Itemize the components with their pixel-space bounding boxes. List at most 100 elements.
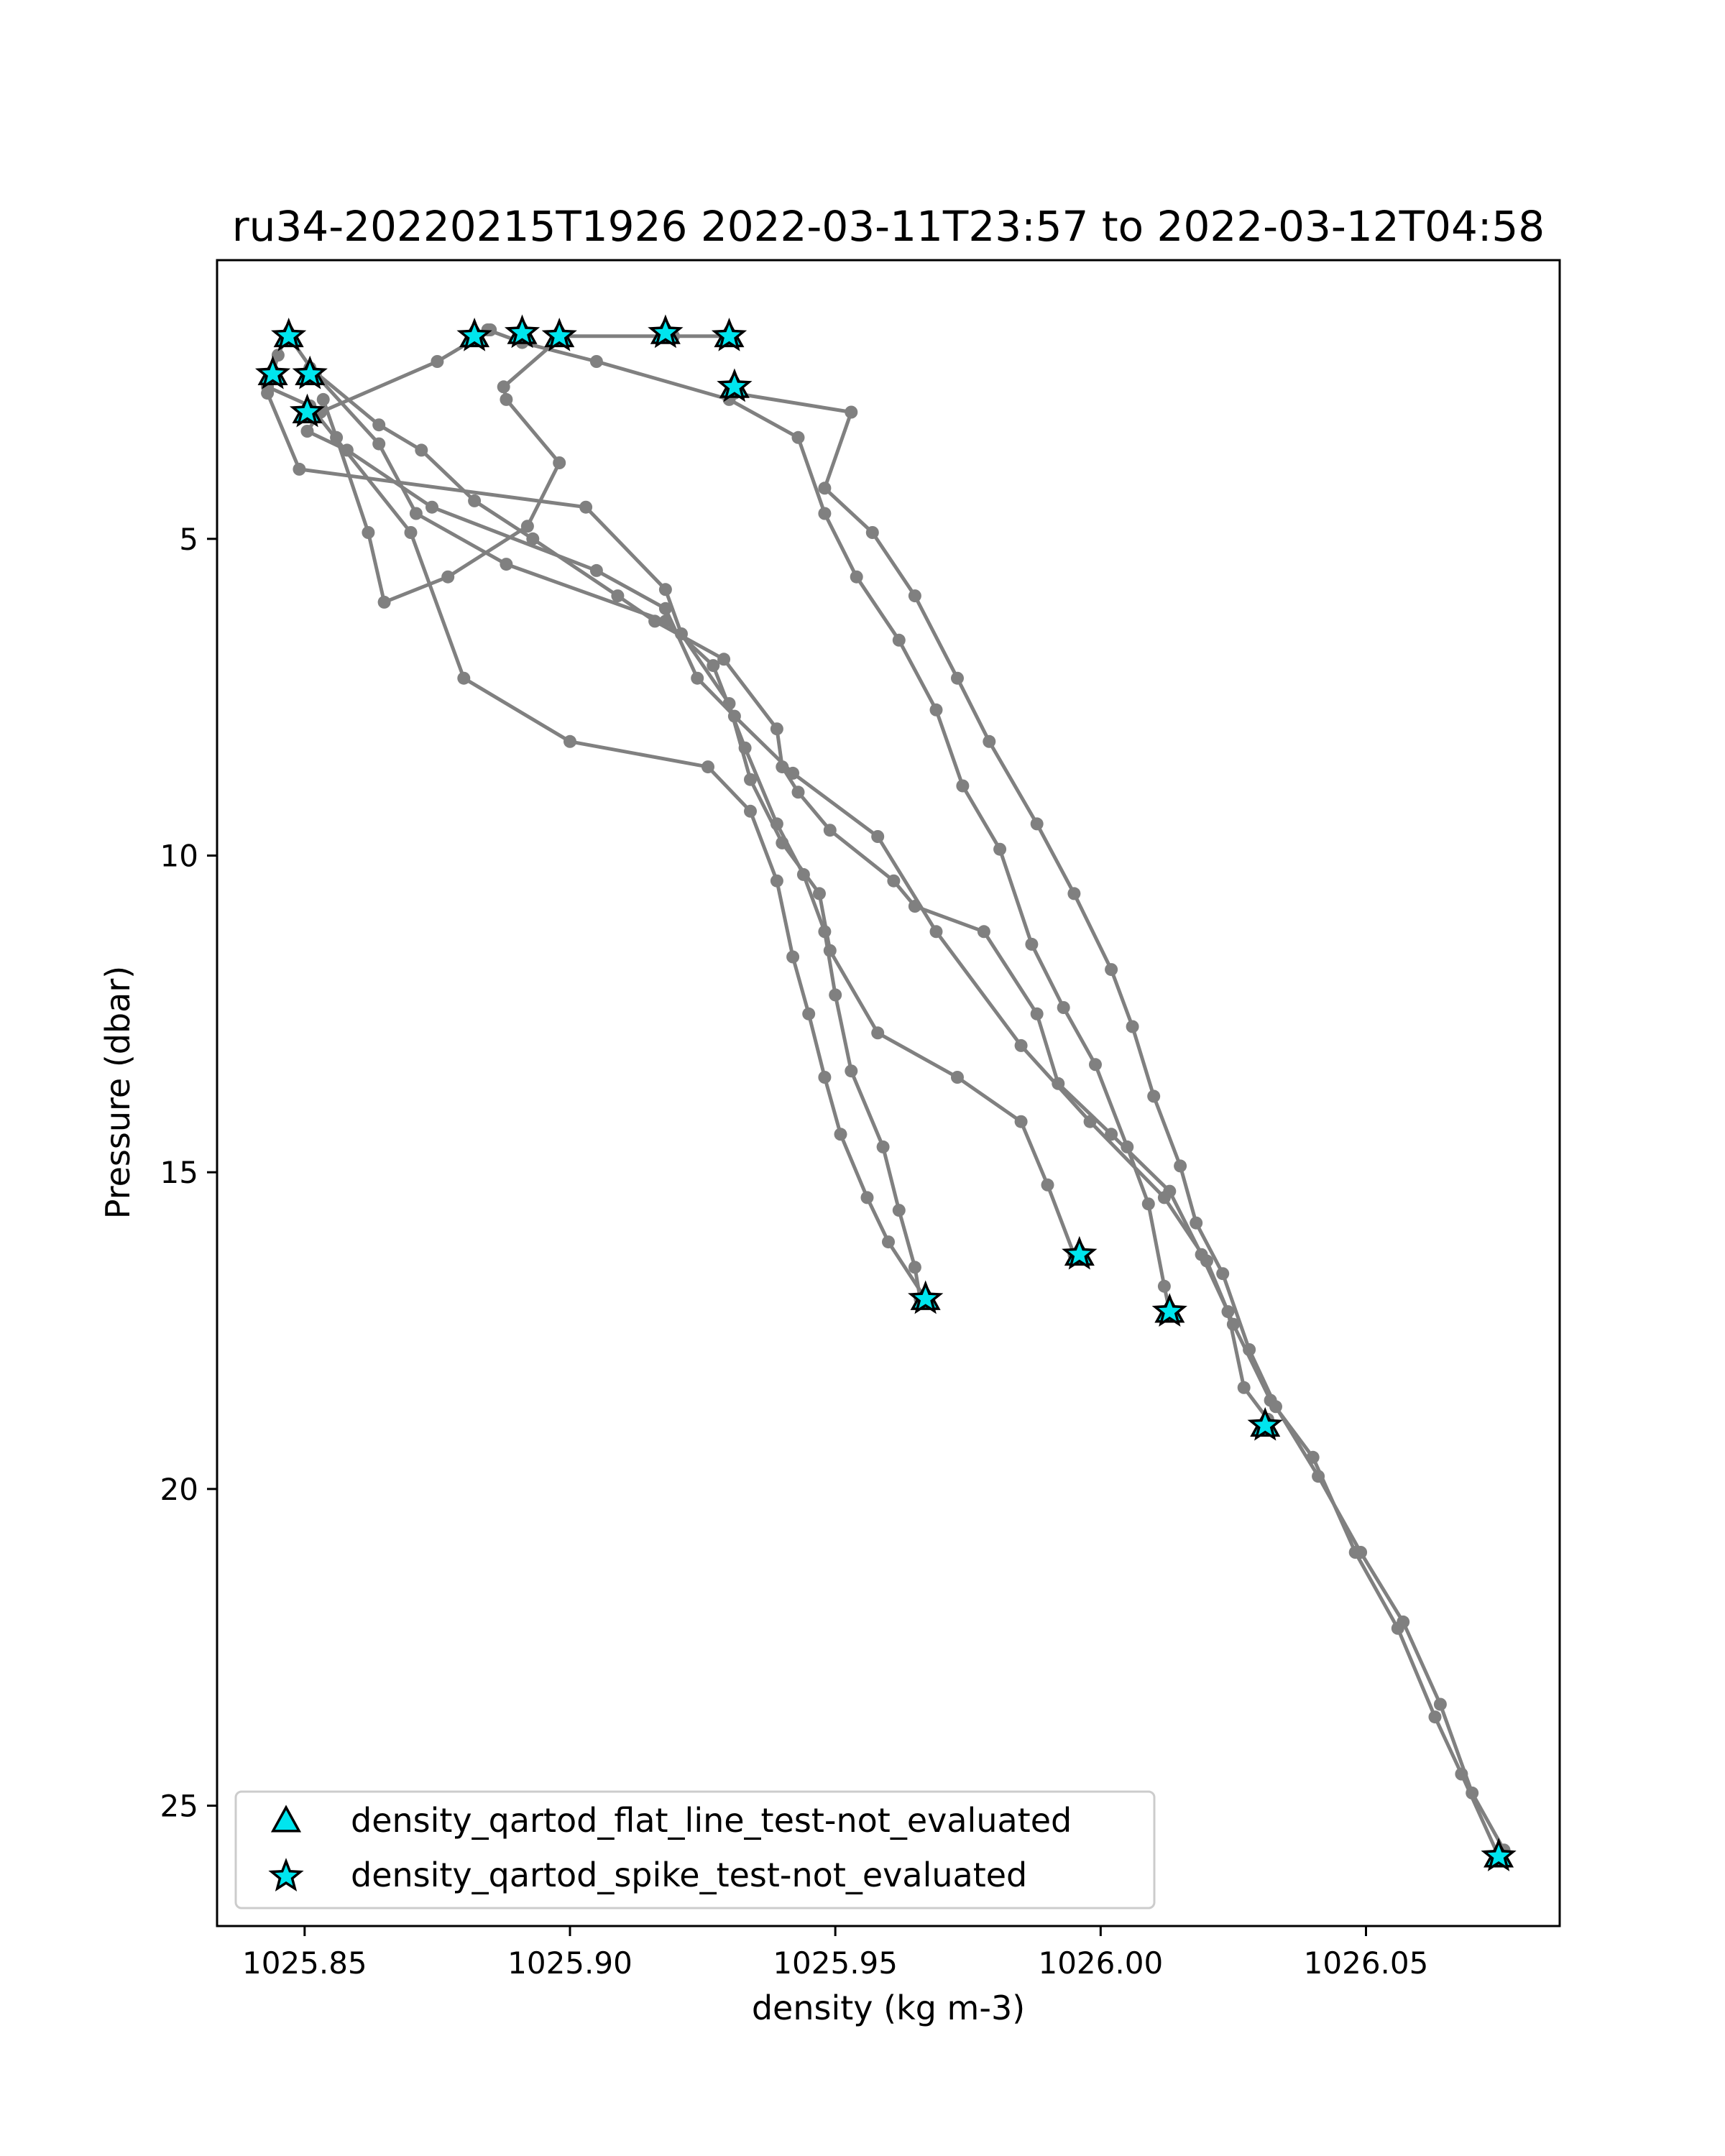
data-point-1-1-16 [1157, 1279, 1171, 1293]
y-axis-label: Pressure (dbar) [98, 966, 137, 1219]
x-tick-label-1: 1025.90 [507, 1945, 632, 1981]
data-point-1-3-11 [829, 988, 842, 1002]
x-axis-label: density (kg m-3) [752, 1989, 1025, 2027]
data-point-0-1-15 [1030, 1007, 1044, 1021]
data-point-0-0-11 [316, 392, 330, 406]
data-point-1-0-14 [1014, 1115, 1028, 1128]
axes-frame [216, 259, 1561, 1927]
data-point-0-1-4 [526, 532, 540, 545]
spike-star-10 [908, 1280, 944, 1314]
data-point-0-0-9 [362, 526, 375, 539]
data-point-0-1-1 [372, 418, 386, 432]
data-point-1-1-13 [1089, 1058, 1102, 1072]
data-point-0-2-13 [1014, 1038, 1028, 1052]
spike-star-3 [289, 393, 326, 428]
data-point-0-1-5 [611, 589, 625, 603]
legend-star-icon [268, 1858, 304, 1892]
data-point-0-3-18 [1354, 1546, 1368, 1559]
data-point-1-3-14 [892, 1204, 906, 1217]
data-point-1-1-2 [589, 355, 603, 368]
data-point-1-3-3 [409, 507, 423, 520]
data-point-1-0-15 [1041, 1178, 1054, 1192]
data-point-0-2-12 [929, 925, 943, 939]
x-axis-ticks: 1025.85 1025.90 1025.95 1026.00 1026.05 [242, 1926, 1428, 1981]
spike-star-13 [1247, 1406, 1283, 1441]
legend-star-marker [268, 1858, 304, 1892]
chart-title: ru34-20220215T1926 2022-03-11T23:57 to 2… [232, 202, 1545, 251]
data-point-1-1-15 [1141, 1197, 1155, 1211]
data-point-1-3-15 [908, 1261, 921, 1274]
legend-box [234, 1790, 1156, 1909]
data-point-0-3-15 [1243, 1343, 1256, 1356]
data-point-1-2-12 [860, 1191, 874, 1204]
data-point-0-3-12 [1174, 1159, 1187, 1173]
data-point-0-2-8 [691, 671, 704, 685]
data-point-0-0-6 [520, 520, 534, 533]
data-point-0-1-3 [468, 494, 482, 507]
data-point-1-0-13 [951, 1071, 964, 1084]
legend-triangle-marker [270, 1805, 302, 1833]
data-point-1-0-10 [813, 887, 826, 900]
legend-triangle-icon [270, 1805, 302, 1833]
profile-line-0-0 [321, 334, 733, 604]
data-point-0-3-1 [845, 405, 858, 419]
y-tick-label-2: 15 [160, 1155, 198, 1190]
data-point-0-3-11 [1147, 1089, 1161, 1103]
data-point-0-2-22 [1428, 1710, 1442, 1724]
data-point-1-2-10 [818, 1071, 832, 1084]
flag-marker-layer [254, 314, 1517, 1871]
y-tick-label-0: 5 [179, 522, 198, 557]
data-point-1-3-8 [770, 817, 783, 831]
legend-label-spike: density_qartod_spike_test-not_evaluated [351, 1856, 1027, 1894]
data-point-0-3-21 [1466, 1786, 1479, 1800]
data-point-1-3-2 [372, 437, 386, 451]
data-point-0-1-8 [770, 722, 783, 736]
spike-star-2 [292, 355, 328, 390]
spike-star-9 [717, 368, 753, 402]
data-point-1-2-13 [882, 1235, 895, 1249]
data-point-0-3-7 [1030, 817, 1044, 831]
x-tick-label-0: 1025.85 [242, 1945, 367, 1981]
data-point-1-2-6 [744, 804, 757, 818]
data-point-1-1-10 [993, 842, 1007, 856]
data-point-0-2-16 [1200, 1254, 1213, 1268]
data-point-1-3-10 [818, 925, 832, 939]
legend-label-flat-line: density_qartod_flat_line_test-not_evalua… [351, 1801, 1072, 1840]
spike-star-12 [1151, 1293, 1187, 1327]
data-point-0-1-10 [791, 786, 805, 799]
data-point-1-1-4 [791, 430, 805, 444]
data-point-0-2-6 [589, 563, 603, 577]
data-point-0-3-19 [1397, 1615, 1410, 1628]
x-tick-label-3: 1026.00 [1038, 1945, 1163, 1981]
data-point-0-2-14 [1083, 1115, 1097, 1128]
data-point-0-2-11 [871, 830, 885, 843]
data-point-0-3-13 [1190, 1216, 1203, 1230]
data-point-0-2-15 [1157, 1191, 1171, 1204]
data-point-1-2-7 [770, 874, 783, 888]
data-point-1-3-12 [845, 1064, 858, 1078]
data-point-0-0-3 [497, 380, 510, 394]
spike-star-0 [271, 317, 307, 351]
data-point-1-0-3 [293, 462, 306, 476]
spike-star-6 [541, 317, 577, 351]
spike-star-7 [648, 314, 684, 349]
data-point-0-2-10 [786, 766, 800, 780]
data-point-0-3-8 [1067, 887, 1081, 900]
data-point-0-3-3 [865, 526, 879, 539]
data-point-1-0-8 [744, 773, 757, 786]
data-point-0-1-11 [823, 824, 837, 837]
data-point-1-1-14 [1121, 1140, 1134, 1153]
data-point-1-2-2 [404, 526, 418, 539]
data-point-0-2-3 [300, 425, 314, 438]
data-point-1-3-9 [796, 867, 810, 881]
data-point-1-2-11 [834, 1128, 847, 1141]
data-point-0-3-20 [1433, 1697, 1447, 1711]
data-point-1-2-3 [457, 671, 471, 685]
data-point-1-1-7 [892, 633, 906, 647]
data-point-1-3-13 [876, 1140, 890, 1153]
data-point-0-0-5 [553, 456, 566, 469]
data-point-0-2-1 [431, 355, 444, 368]
data-point-0-1-21 [1237, 1381, 1251, 1394]
x-tick-label-4: 1026.05 [1304, 1945, 1429, 1981]
data-point-1-1-9 [956, 779, 970, 793]
